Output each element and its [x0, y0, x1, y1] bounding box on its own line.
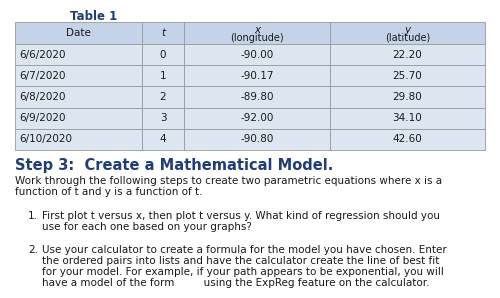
- Text: t: t: [161, 28, 165, 38]
- Text: 6/6/2020: 6/6/2020: [19, 49, 66, 60]
- Bar: [15, 108, 142, 129]
- Text: for your model. For example, if your path appears to be exponential, you will: for your model. For example, if your pat…: [42, 267, 444, 277]
- Bar: [15, 86, 142, 108]
- Text: 6/10/2020: 6/10/2020: [19, 134, 72, 145]
- Text: -89.80: -89.80: [240, 92, 274, 102]
- Text: 4: 4: [160, 134, 166, 145]
- Text: Table 1: Table 1: [70, 10, 117, 23]
- Text: 22.20: 22.20: [392, 49, 422, 60]
- Text: Date: Date: [66, 28, 91, 38]
- Text: 29.80: 29.80: [392, 92, 422, 102]
- Bar: [142, 65, 184, 86]
- Text: the ordered pairs into lists and have the calculator create the line of best fit: the ordered pairs into lists and have th…: [42, 256, 440, 266]
- Text: y: y: [404, 25, 410, 35]
- Bar: [142, 108, 184, 129]
- Text: 6/9/2020: 6/9/2020: [19, 113, 66, 123]
- Bar: [142, 22, 184, 44]
- Bar: [15, 129, 142, 150]
- Bar: [184, 129, 330, 150]
- Text: -90.17: -90.17: [240, 71, 274, 81]
- Bar: [142, 86, 184, 108]
- Text: 2.: 2.: [28, 245, 38, 255]
- Text: 34.10: 34.10: [392, 113, 422, 123]
- Bar: [330, 108, 485, 129]
- Text: 1: 1: [160, 71, 166, 81]
- Bar: [330, 44, 485, 65]
- Bar: [15, 65, 142, 86]
- Text: 1.: 1.: [28, 211, 38, 221]
- Bar: [184, 65, 330, 86]
- Text: -92.00: -92.00: [240, 113, 274, 123]
- Text: 6/8/2020: 6/8/2020: [19, 92, 66, 102]
- Bar: [184, 108, 330, 129]
- Text: Step 3:  Create a Mathematical Model.: Step 3: Create a Mathematical Model.: [15, 158, 334, 173]
- Text: 25.70: 25.70: [392, 71, 422, 81]
- Text: 42.60: 42.60: [392, 134, 422, 145]
- Text: have a model of the form         using the ExpReg feature on the calculator.: have a model of the form using the ExpRe…: [42, 278, 430, 288]
- Bar: [184, 22, 330, 44]
- Text: 0: 0: [160, 49, 166, 60]
- Text: (longitude): (longitude): [230, 33, 284, 43]
- Text: 6/7/2020: 6/7/2020: [19, 71, 66, 81]
- Text: 2: 2: [160, 92, 166, 102]
- Bar: [330, 22, 485, 44]
- Text: 3: 3: [160, 113, 166, 123]
- Bar: [15, 44, 142, 65]
- Bar: [142, 129, 184, 150]
- Text: First plot t versus x, then plot t versus y. What kind of regression should you: First plot t versus x, then plot t versu…: [42, 211, 440, 221]
- Text: use for each one based on your graphs?: use for each one based on your graphs?: [42, 222, 252, 232]
- Text: Use your calculator to create a formula for the model you have chosen. Enter: Use your calculator to create a formula …: [42, 245, 447, 255]
- Text: -90.00: -90.00: [240, 49, 274, 60]
- Text: Work through the following steps to create two parametric equations where x is a: Work through the following steps to crea…: [15, 176, 442, 186]
- Text: -90.80: -90.80: [240, 134, 274, 145]
- Text: (latitude): (latitude): [385, 33, 430, 43]
- Bar: [330, 86, 485, 108]
- Bar: [15, 22, 142, 44]
- Bar: [330, 65, 485, 86]
- Bar: [184, 44, 330, 65]
- Text: function of t and y is a function of t.: function of t and y is a function of t.: [15, 187, 202, 197]
- Bar: [184, 86, 330, 108]
- Bar: [142, 44, 184, 65]
- Bar: [330, 129, 485, 150]
- Text: x: x: [254, 25, 260, 35]
